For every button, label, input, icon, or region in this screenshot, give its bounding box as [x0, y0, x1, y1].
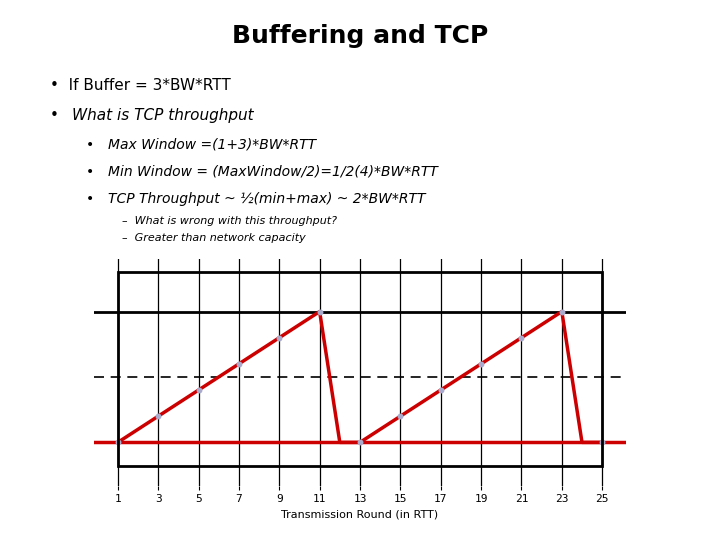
- Point: [314, 307, 325, 316]
- Point: [274, 333, 285, 342]
- Point: [193, 386, 204, 394]
- X-axis label: Transmission Round (in RTT): Transmission Round (in RTT): [282, 510, 438, 520]
- Point: [516, 333, 527, 342]
- Point: [233, 360, 245, 368]
- Text: Max Window =(1+3)*BW*RTT: Max Window =(1+3)*BW*RTT: [108, 138, 316, 152]
- Text: Min Window = (MaxWindow/2)=1/2(4)*BW*RTT: Min Window = (MaxWindow/2)=1/2(4)*BW*RTT: [108, 165, 438, 179]
- Text: –  Greater than network capacity: – Greater than network capacity: [122, 233, 306, 244]
- Point: [435, 386, 446, 394]
- Text: •: •: [86, 192, 104, 206]
- Point: [395, 412, 406, 421]
- Point: [153, 412, 164, 421]
- Text: •: •: [86, 165, 104, 179]
- Point: [112, 438, 124, 447]
- Point: [475, 360, 487, 368]
- Bar: [118, 272, 602, 467]
- Text: •: •: [86, 138, 104, 152]
- Text: What is TCP throughput: What is TCP throughput: [72, 108, 253, 123]
- Text: Buffering and TCP: Buffering and TCP: [232, 24, 488, 48]
- Point: [354, 438, 366, 447]
- Point: [556, 307, 567, 316]
- Text: –  What is wrong with this throughput?: – What is wrong with this throughput?: [122, 216, 338, 226]
- Point: [596, 438, 608, 447]
- Text: TCP Throughput ~ ½(min+max) ~ 2*BW*RTT: TCP Throughput ~ ½(min+max) ~ 2*BW*RTT: [108, 192, 426, 206]
- Text: •  If Buffer = 3*BW*RTT: • If Buffer = 3*BW*RTT: [50, 78, 231, 93]
- Text: •: •: [50, 108, 69, 123]
